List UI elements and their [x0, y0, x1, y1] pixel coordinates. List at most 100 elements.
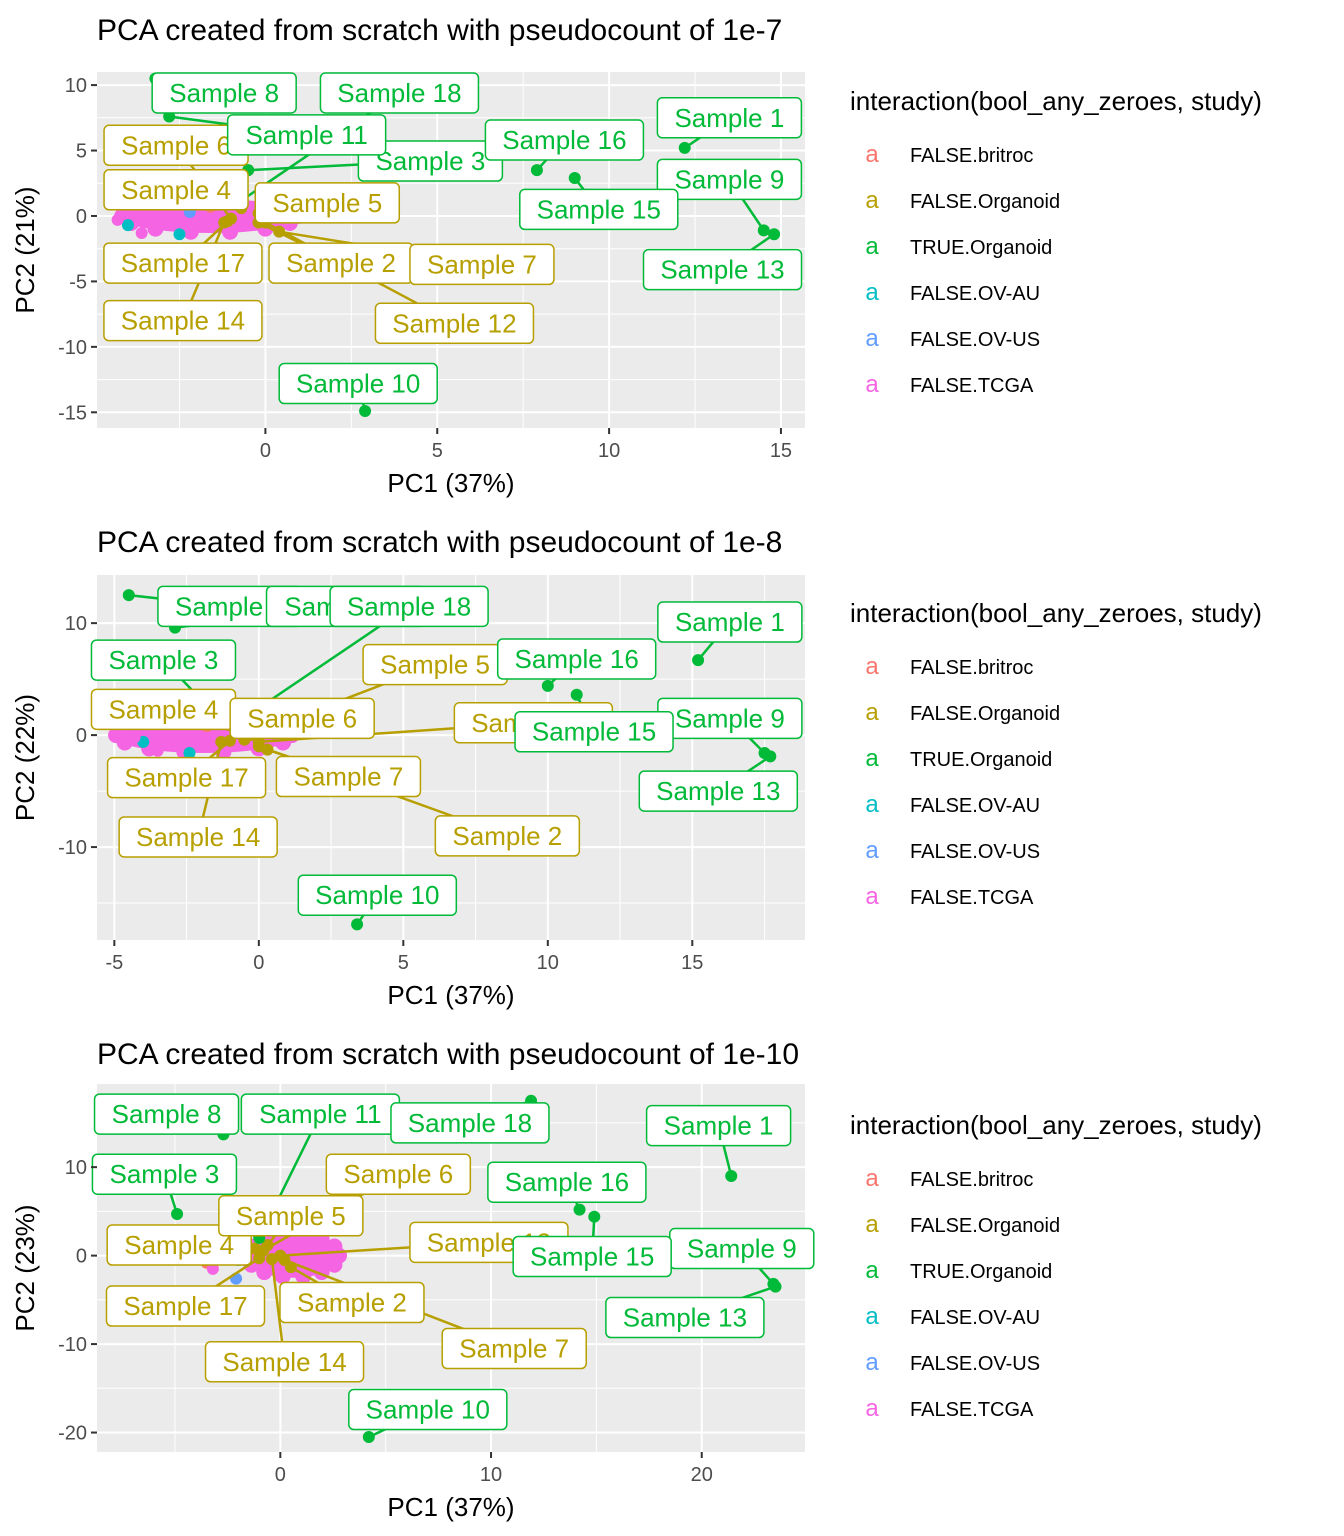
data-point — [135, 226, 148, 239]
data-point — [128, 731, 141, 744]
sample-label-box — [325, 1153, 472, 1195]
x-tick-label: 0 — [275, 1464, 286, 1486]
sample-label-text: Sample 1 — [674, 103, 784, 133]
y-tick-label: -10 — [58, 337, 87, 359]
sample-label-box — [106, 1224, 252, 1266]
x-tick-label: 15 — [770, 440, 792, 462]
sample-label: Sample 3 — [91, 1153, 238, 1195]
legend-item-label: FALSE.OV-AU — [910, 795, 1040, 817]
legend-item: a TRUE.Organoid — [865, 745, 1052, 772]
sample-label-text: Sample 17 — [124, 763, 248, 793]
sample-point — [764, 750, 777, 763]
sample-label-text: Sample 14 — [222, 1347, 346, 1377]
legend-key-glyph: a — [865, 1165, 879, 1192]
y-tick-label: 10 — [65, 75, 87, 97]
sample-label: Sample 6 — [103, 124, 249, 167]
sample-label-box — [487, 1161, 647, 1203]
legend-key-glyph: a — [865, 1395, 879, 1422]
sample-label-text: Sample 13 — [656, 776, 780, 806]
sample-label-box — [151, 72, 297, 114]
x-axis-title: PC1 (37%) — [387, 980, 514, 1010]
sample-label-text: Sample 8 — [112, 1099, 222, 1129]
sample-point — [757, 224, 770, 237]
x-tick-label: -5 — [105, 952, 123, 974]
sample-label-text: Sample 3 — [110, 1159, 220, 1189]
y-tick-label: 0 — [76, 206, 87, 228]
sample-label-text: Sample 5 — [272, 188, 382, 218]
sample-label-text: Sample 8 — [169, 78, 279, 108]
sample-label-text: Sample 18 — [408, 1108, 532, 1138]
sample-point — [362, 1430, 375, 1443]
sample-label-text: Sample 6 — [247, 703, 357, 733]
legend-item: a FALSE.TCGA — [865, 883, 1034, 910]
sample-label-box — [279, 1281, 425, 1324]
legend-item: a FALSE.OV-US — [865, 1349, 1040, 1376]
x-tick-label: 10 — [537, 952, 559, 974]
chart-title: PCA created from scratch with pseudocoun… — [97, 1038, 799, 1071]
data-point — [206, 1262, 219, 1275]
sample-label-box — [605, 1296, 765, 1339]
sample-label: Sample 15 — [519, 188, 679, 231]
sample-label-text: Sample 10 — [296, 369, 420, 399]
legend-item: a FALSE.britroc — [865, 1165, 1033, 1192]
sample-point — [253, 1252, 266, 1265]
legend-key-glyph: a — [865, 1303, 879, 1330]
legend-title: interaction(bool_any_zeroes, study) — [850, 598, 1262, 628]
sample-point — [359, 404, 372, 417]
sample-label-box — [204, 1341, 365, 1383]
sample-label-text: Sample 5 — [236, 1201, 346, 1231]
chart-title: PCA created from scratch with pseudocoun… — [97, 14, 782, 47]
sample-label: Sample 5 — [362, 643, 508, 686]
sample-label-box — [374, 302, 535, 345]
legend-item: a FALSE.Organoid — [865, 699, 1060, 726]
legend-key-glyph: a — [865, 141, 879, 168]
sample-label: Sample 9 — [657, 697, 803, 740]
sample-label: Sample 16 — [487, 1161, 647, 1203]
legend-item: a FALSE.TCGA — [865, 371, 1034, 398]
sample-label-box — [638, 770, 799, 812]
legend-item-label: FALSE.britroc — [910, 1169, 1033, 1191]
legend: interaction(bool_any_zeroes, study) a FALS… — [850, 86, 1262, 398]
legend-item-label: FALSE.TCGA — [910, 887, 1034, 909]
sample-label-box — [390, 1102, 550, 1144]
y-tick-label: -15 — [58, 402, 87, 424]
sample-label-box — [514, 710, 674, 753]
legend-item: a FALSE.OV-US — [865, 325, 1040, 352]
sample-point — [351, 918, 364, 931]
legend-key-glyph: a — [865, 653, 879, 680]
data-point — [121, 219, 134, 232]
sample-label-box — [657, 601, 803, 643]
sample-point — [570, 688, 583, 701]
legend-item-label: FALSE.TCGA — [910, 1399, 1034, 1421]
legend-title: interaction(bool_any_zeroes, study) — [850, 1110, 1262, 1140]
sample-label-box — [90, 639, 237, 681]
sample-label: Sample 2 — [279, 1281, 425, 1324]
sample-label-box — [93, 1093, 240, 1135]
data-point — [326, 1238, 343, 1255]
sample-label: Sample 10 — [297, 874, 458, 916]
data-point — [111, 213, 124, 226]
sample-label: Sample 10 — [348, 1388, 508, 1431]
sample-label-text: Sample 16 — [502, 125, 626, 155]
legend-item-label: FALSE.britroc — [910, 145, 1033, 167]
sample-label-text: Sample 16 — [515, 644, 639, 674]
sample-label-text: Sample 1 — [664, 1111, 774, 1141]
sample-label-box — [409, 243, 555, 286]
legend-item: a FALSE.OV-AU — [865, 279, 1040, 306]
chart-1: PCA created from scratch with pseudocoun… — [10, 14, 1262, 498]
legend-key-glyph: a — [865, 699, 879, 726]
sample-label: Sample 8 — [151, 72, 297, 114]
x-tick-label: 10 — [598, 440, 620, 462]
sample-label-text: Sample 6 — [343, 1159, 453, 1189]
sample-label-box — [226, 114, 387, 156]
sample-label-text: Sample 7 — [459, 1334, 569, 1364]
sample-label-text: Sample 11 — [245, 120, 367, 150]
sample-label-box — [275, 755, 422, 798]
sample-label: Sample 6 — [325, 1153, 472, 1195]
legend-item-label: FALSE.OV-AU — [910, 1307, 1040, 1329]
sample-label: Sample 9 — [656, 158, 803, 201]
y-tick-label: 10 — [65, 1157, 87, 1179]
sample-label-text: Sample 11 — [259, 1099, 381, 1129]
sample-point — [768, 228, 781, 241]
